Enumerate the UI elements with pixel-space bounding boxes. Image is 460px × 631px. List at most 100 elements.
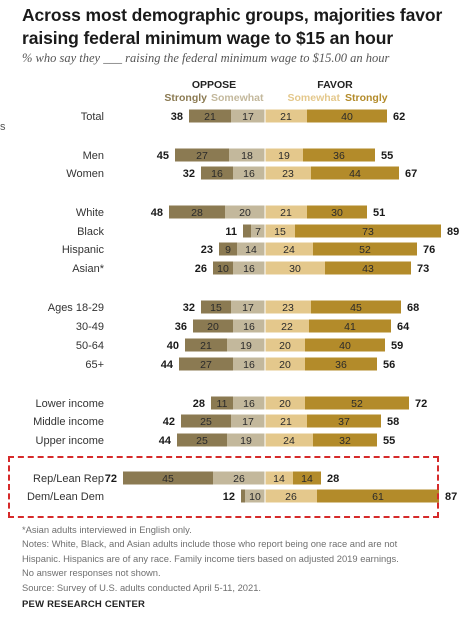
bar-somewhat-oppose (233, 396, 265, 410)
label-somewhat-oppose: 17 (242, 416, 254, 428)
bar-strongly-oppose (185, 338, 227, 352)
label-strongly-favor: 36 (335, 359, 347, 371)
note-race: Notes: White, Black, and Asian adults in… (22, 538, 398, 550)
label-somewhat-favor: 21 (280, 416, 292, 428)
bar-strongly-oppose (123, 471, 213, 485)
row-label: 65+ (85, 359, 104, 371)
label-somewhat-favor: 20 (279, 398, 291, 410)
bar-strongly-favor (313, 242, 417, 256)
bar-strongly-oppose (201, 166, 233, 180)
bar-strongly-favor (317, 489, 439, 503)
label-strongly-oppose: 21 (204, 111, 216, 123)
label-oppose-total: 72 (105, 473, 117, 485)
bar-somewhat-oppose (233, 166, 265, 180)
bar-somewhat-oppose (231, 109, 265, 123)
label-oppose-total: 38 (171, 111, 183, 123)
bar-strongly-oppose (211, 396, 233, 410)
label-strongly-favor: 32 (339, 435, 351, 447)
bar-somewhat-favor (265, 242, 313, 256)
label-oppose-total: 28 (193, 398, 205, 410)
row-label: Total (81, 111, 104, 123)
bar-strongly-favor (295, 224, 441, 238)
label-somewhat-favor: 20 (279, 340, 291, 352)
bar-strongly-oppose (181, 414, 231, 428)
bar-strongly-favor (305, 396, 409, 410)
label-strongly-oppose: 11 (217, 398, 228, 410)
bar-strongly-favor (325, 261, 411, 275)
label-strongly-oppose: 21 (200, 340, 212, 352)
bar-strongly-favor (309, 319, 391, 333)
bar-somewhat-oppose (233, 319, 265, 333)
bar-strongly-oppose (177, 433, 227, 447)
bar-strongly-oppose (241, 489, 245, 503)
row-label: 50-64 (76, 340, 104, 352)
bar-strongly-oppose (169, 205, 225, 219)
bar-strongly-oppose (219, 242, 237, 256)
bar-strongly-oppose (213, 261, 233, 275)
label-favor-total: 68 (407, 302, 419, 314)
label-strongly-oppose: 16 (211, 168, 223, 180)
label-favor-total: 64 (397, 321, 410, 333)
note-income: Hispanic. Hispanics are of any race. Fam… (22, 552, 399, 564)
label-strongly-favor: 73 (362, 226, 374, 238)
chart-subtitle: % who say they ___ raising the federal m… (22, 51, 390, 65)
label-somewhat-favor: 23 (282, 168, 294, 180)
label-oppose-total: 26 (195, 263, 207, 275)
row-label: Asian* (72, 263, 105, 275)
bar-somewhat-favor (265, 300, 311, 314)
bar-strongly-oppose (179, 357, 233, 371)
bar-strongly-favor (305, 338, 385, 352)
label-somewhat-favor: 24 (283, 435, 295, 447)
row-label: Hispanic (62, 244, 105, 256)
chart-title: Across most demographic groups, majoriti… (22, 5, 443, 48)
brand-logo-text: PEW RESEARCH CENTER (22, 599, 146, 610)
bar-strongly-favor (307, 205, 367, 219)
label-strongly-favor: 44 (349, 168, 361, 180)
label-somewhat-oppose: 18 (241, 150, 253, 162)
row-label: Women (66, 168, 104, 180)
bar-somewhat-oppose (237, 242, 265, 256)
label-somewhat-oppose: 19 (240, 340, 252, 352)
chart-notes: *Asian adults interviewed in English onl… (22, 523, 452, 595)
legend-somewhat-favor: Somewhat (287, 92, 340, 104)
label-somewhat-favor: 26 (285, 491, 297, 503)
label-somewhat-oppose: 16 (243, 168, 255, 180)
label-favor-total: 59 (391, 340, 403, 352)
label-somewhat-favor: 21 (280, 111, 292, 123)
label-strongly-oppose: 10 (217, 263, 229, 275)
bar-somewhat-oppose (233, 357, 265, 371)
header-oppose: OPPOSE (192, 79, 236, 91)
label-oppose-total: 32 (183, 168, 195, 180)
bar-strongly-favor (305, 357, 377, 371)
label-somewhat-favor: 20 (279, 359, 291, 371)
row-label: Dem/Lean Dem (27, 491, 104, 503)
label-somewhat-oppose: 10 (249, 491, 261, 503)
label-favor-total: 72 (415, 398, 427, 410)
bar-somewhat-oppose (245, 489, 265, 503)
bar-somewhat-favor (265, 471, 293, 485)
label-favor-total: 56 (383, 359, 395, 371)
bar-somewhat-favor (265, 319, 309, 333)
label-oppose-total: 42 (163, 416, 175, 428)
edge-text-fragment: s (0, 121, 6, 133)
label-strongly-oppose: 28 (191, 207, 203, 219)
bar-somewhat-favor (265, 261, 325, 275)
bar-strongly-favor (307, 414, 381, 428)
bar-strongly-favor (293, 471, 321, 485)
label-oppose-total: 11 (225, 226, 237, 238)
bar-somewhat-oppose (227, 433, 265, 447)
bar-strongly-favor (313, 433, 377, 447)
label-strongly-favor: 37 (338, 416, 350, 428)
label-strongly-oppose: 27 (200, 359, 212, 371)
label-strongly-oppose: 9 (225, 244, 231, 256)
label-strongly-oppose: 15 (210, 302, 222, 314)
label-oppose-total: 36 (175, 321, 187, 333)
label-somewhat-favor: 21 (280, 207, 292, 219)
bar-somewhat-oppose (229, 148, 265, 162)
label-favor-total: 51 (373, 207, 385, 219)
label-somewhat-oppose: 7 (255, 226, 261, 238)
label-somewhat-oppose: 14 (245, 244, 257, 256)
bar-somewhat-oppose (213, 471, 265, 485)
label-somewhat-oppose: 19 (240, 435, 252, 447)
label-somewhat-oppose: 17 (242, 111, 254, 123)
